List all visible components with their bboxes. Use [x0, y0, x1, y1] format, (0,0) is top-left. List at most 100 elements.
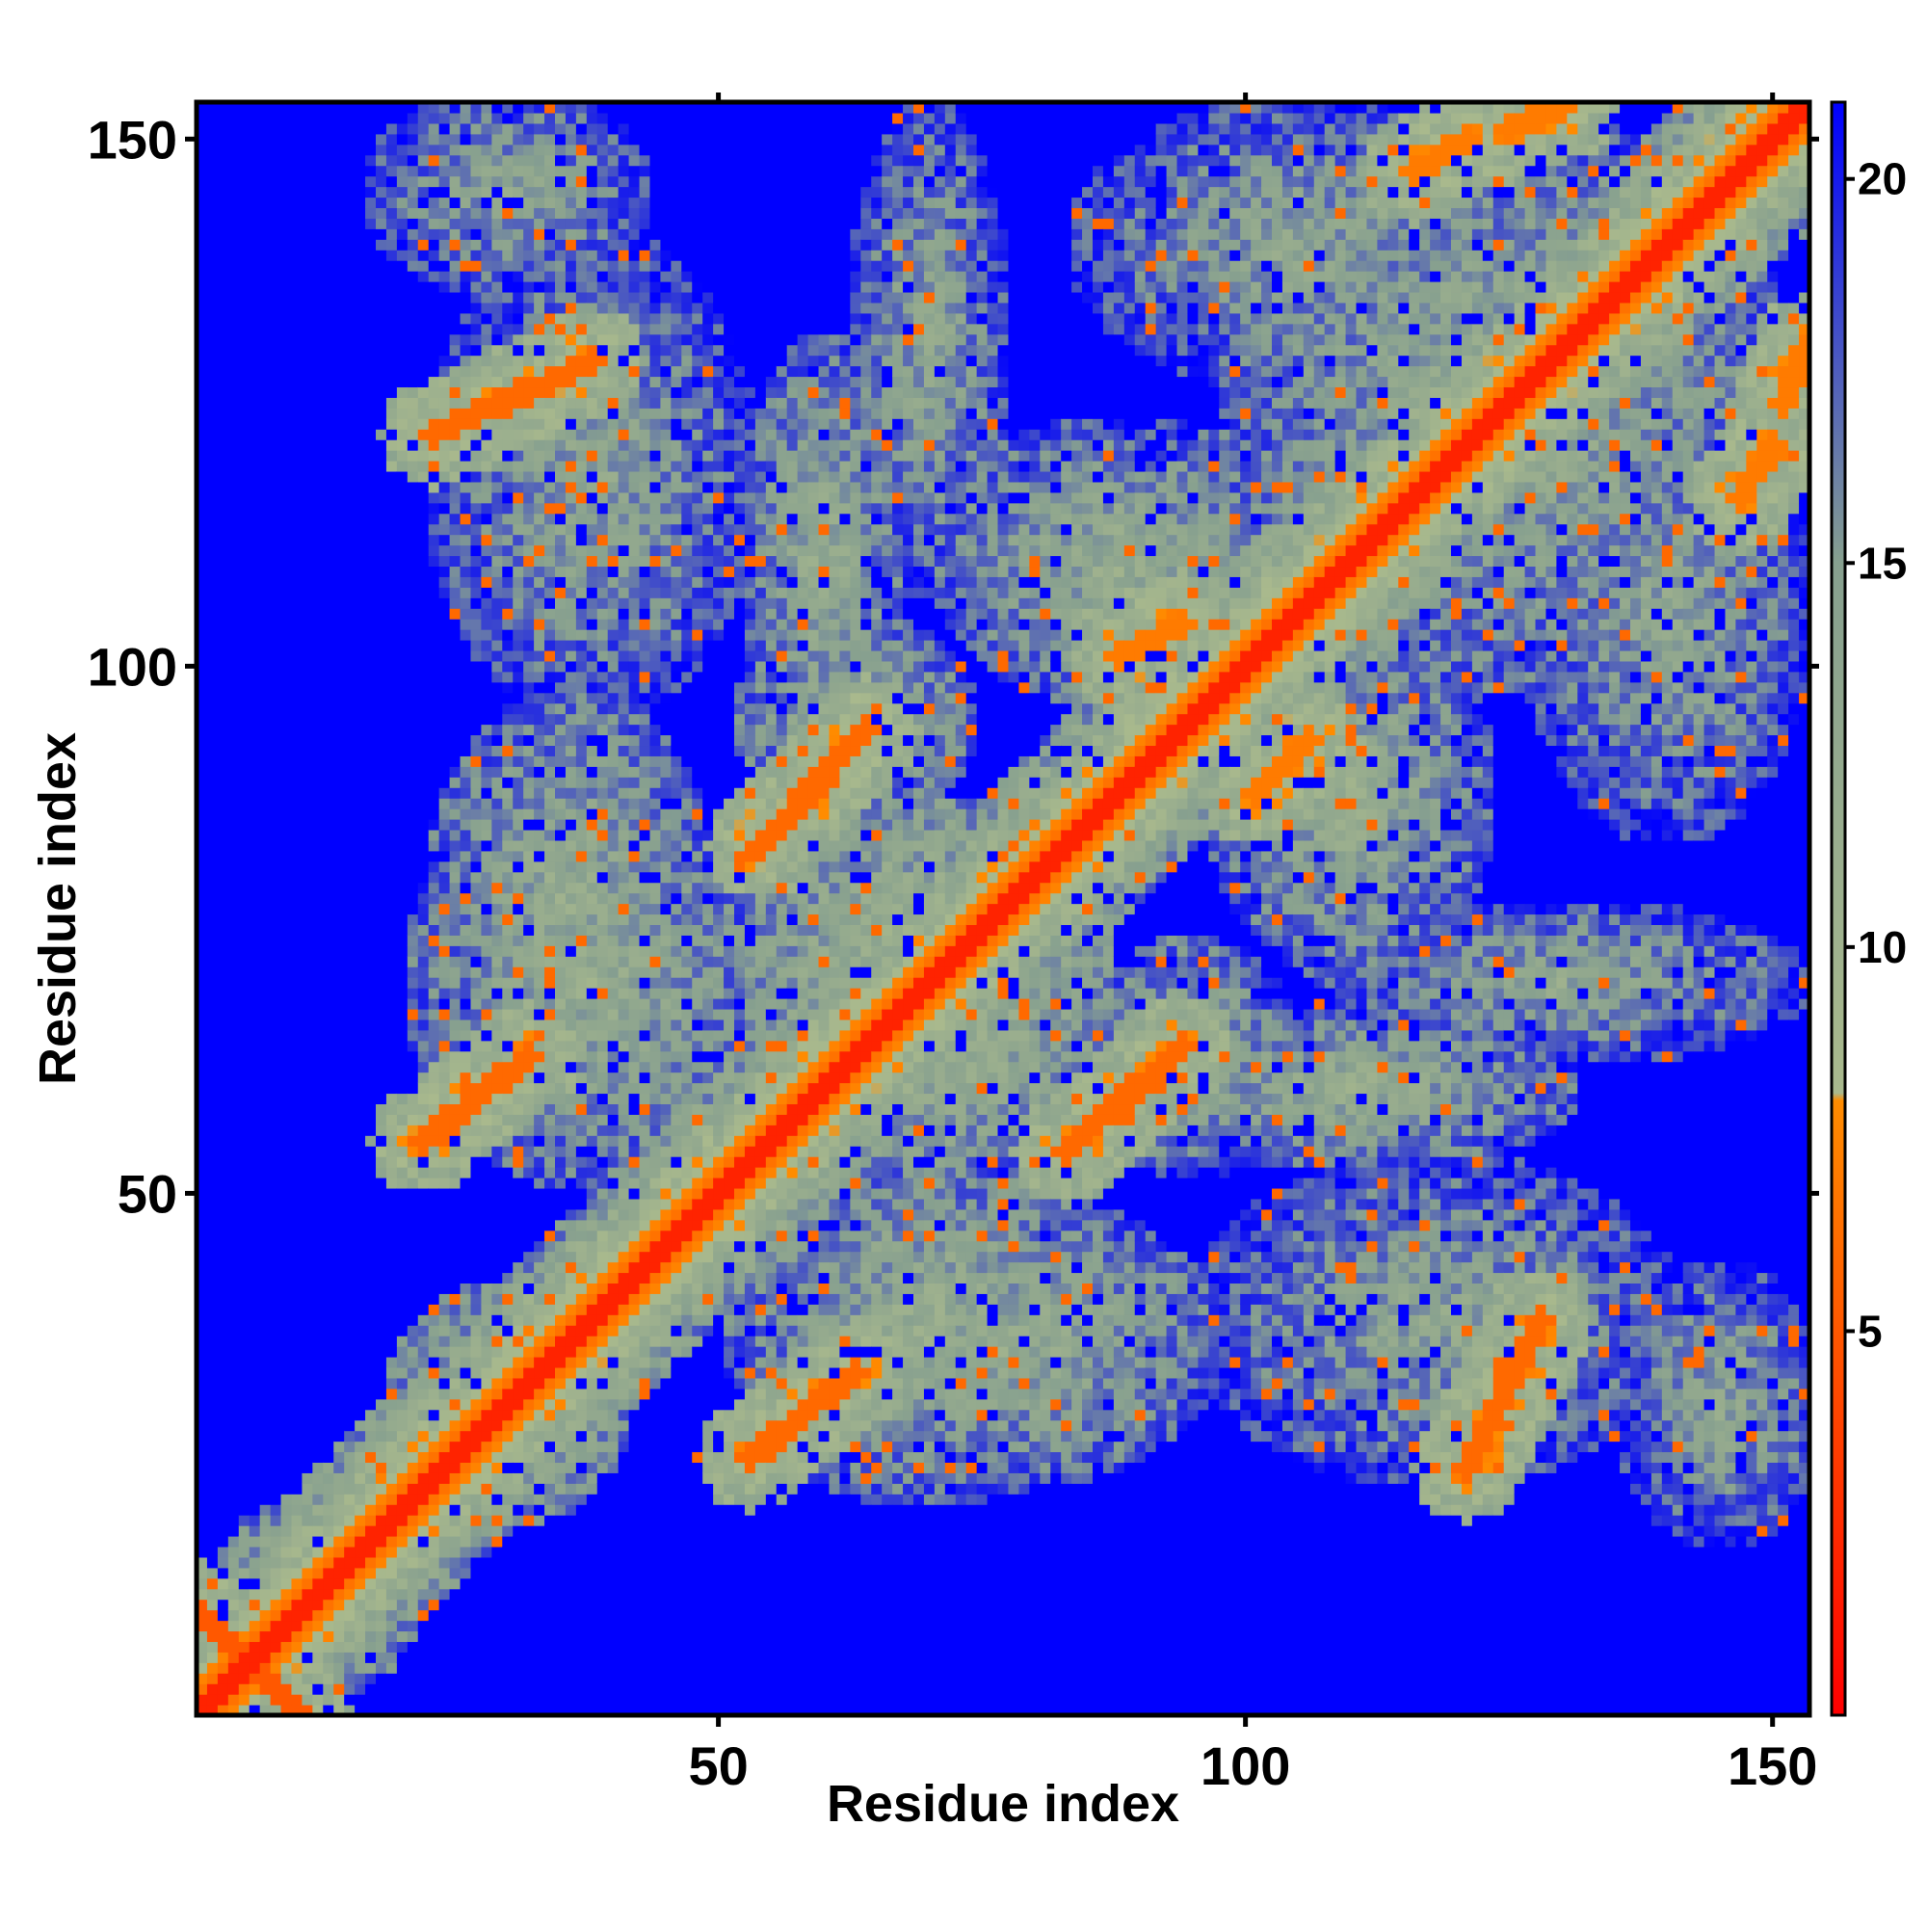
- heatmap-cell: [250, 281, 261, 293]
- heatmap-cell: [491, 397, 503, 409]
- heatmap-cell: [271, 629, 282, 641]
- heatmap-cell: [365, 1030, 377, 1042]
- heatmap-cell: [450, 956, 462, 967]
- heatmap-cell: [323, 1220, 334, 1231]
- heatmap-cell: [218, 386, 229, 398]
- heatmap-cell: [333, 893, 345, 905]
- heatmap-cell: [250, 1199, 261, 1210]
- heatmap-cell: [365, 1673, 377, 1684]
- heatmap-cell: [312, 619, 324, 630]
- heatmap-cell: [481, 260, 492, 272]
- heatmap-cell: [513, 766, 524, 778]
- heatmap-cell: [271, 134, 282, 146]
- heatmap-cell: [376, 303, 387, 314]
- heatmap-cell: [481, 714, 492, 726]
- heatmap-cell: [534, 1252, 545, 1263]
- heatmap-cell: [491, 1525, 503, 1537]
- heatmap-cell: [408, 1462, 419, 1473]
- heatmap-cell: [450, 1472, 462, 1484]
- heatmap-cell: [513, 619, 524, 630]
- heatmap-cell: [291, 356, 303, 367]
- heatmap-cell: [291, 155, 303, 167]
- heatmap-cell: [281, 482, 293, 493]
- heatmap-cell: [439, 640, 451, 651]
- heatmap-cell: [461, 1694, 472, 1706]
- heatmap-cell: [302, 386, 313, 398]
- heatmap-cell: [323, 956, 334, 967]
- heatmap-cell: [260, 503, 272, 515]
- heatmap-cell: [376, 324, 387, 335]
- heatmap-cell: [228, 661, 240, 673]
- heatmap-cell: [376, 292, 387, 304]
- heatmap-cell: [239, 1504, 251, 1516]
- heatmap-cell: [250, 966, 261, 978]
- heatmap-cell: [250, 566, 261, 577]
- heatmap-cell: [365, 1262, 377, 1274]
- heatmap-cell: [450, 176, 462, 188]
- heatmap-cell: [418, 334, 430, 346]
- heatmap-cell: [250, 1336, 261, 1347]
- heatmap-cell: [302, 872, 313, 884]
- heatmap-cell: [250, 893, 261, 905]
- heatmap-cell: [302, 777, 313, 788]
- heatmap-cell: [291, 313, 303, 325]
- heatmap-cell: [312, 1525, 324, 1537]
- heatmap-cell: [491, 545, 503, 557]
- heatmap-cell: [481, 1472, 492, 1484]
- heatmap-cell: [429, 1557, 440, 1569]
- heatmap-cell: [386, 555, 398, 567]
- heatmap-cell: [281, 155, 293, 167]
- heatmap-cell: [239, 597, 251, 609]
- heatmap-cell: [386, 1019, 398, 1031]
- heatmap-cell: [207, 281, 219, 293]
- heatmap-cell: [344, 1389, 356, 1400]
- heatmap-cell: [291, 228, 303, 240]
- heatmap-cell: [439, 977, 451, 989]
- heatmap-cell: [218, 808, 229, 820]
- heatmap-cell: [291, 482, 303, 493]
- heatmap-cell: [450, 471, 462, 483]
- heatmap-cell: [429, 693, 440, 704]
- heatmap-cell: [481, 1252, 492, 1263]
- heatmap-cell: [333, 935, 345, 946]
- heatmap-cell: [450, 1209, 462, 1221]
- heatmap-cell: [260, 1083, 272, 1095]
- heatmap-cell: [239, 345, 251, 357]
- heatmap-cell: [333, 988, 345, 999]
- heatmap-cell: [271, 566, 282, 577]
- heatmap-cell: [470, 239, 482, 251]
- heatmap-cell: [470, 661, 482, 673]
- heatmap-cell: [439, 1304, 451, 1315]
- heatmap-cell: [386, 492, 398, 504]
- heatmap-cell: [502, 1304, 514, 1315]
- heatmap-cell: [281, 239, 293, 251]
- heatmap-cell: [260, 587, 272, 598]
- heatmap-cell: [291, 1483, 303, 1495]
- heatmap-cell: [502, 640, 514, 651]
- heatmap-cell: [408, 1030, 419, 1042]
- heatmap-cell: [323, 1346, 334, 1358]
- heatmap-cell: [450, 555, 462, 567]
- heatmap-cell: [207, 672, 219, 683]
- heatmap-cell: [461, 1062, 472, 1073]
- heatmap-cell: [523, 1600, 535, 1611]
- heatmap-cell: [439, 1536, 451, 1548]
- heatmap-cell: [450, 461, 462, 472]
- heatmap-cell: [355, 1220, 366, 1231]
- heatmap-cell: [271, 1557, 282, 1569]
- heatmap-cell: [429, 1600, 440, 1611]
- heatmap-cell: [397, 714, 409, 726]
- heatmap-cell: [408, 566, 419, 577]
- heatmap-cell: [250, 376, 261, 387]
- heatmap-cell: [344, 450, 356, 462]
- heatmap-cell: [207, 924, 219, 936]
- heatmap-cell: [470, 1357, 482, 1368]
- heatmap-cell: [429, 808, 440, 820]
- heatmap-cell: [207, 1536, 219, 1548]
- heatmap-cell: [239, 1610, 251, 1622]
- heatmap-cell: [323, 1156, 334, 1168]
- heatmap-cell: [355, 1051, 366, 1063]
- heatmap-cell: [228, 787, 240, 799]
- heatmap-cell: [239, 555, 251, 567]
- heatmap-cell: [429, 1188, 440, 1200]
